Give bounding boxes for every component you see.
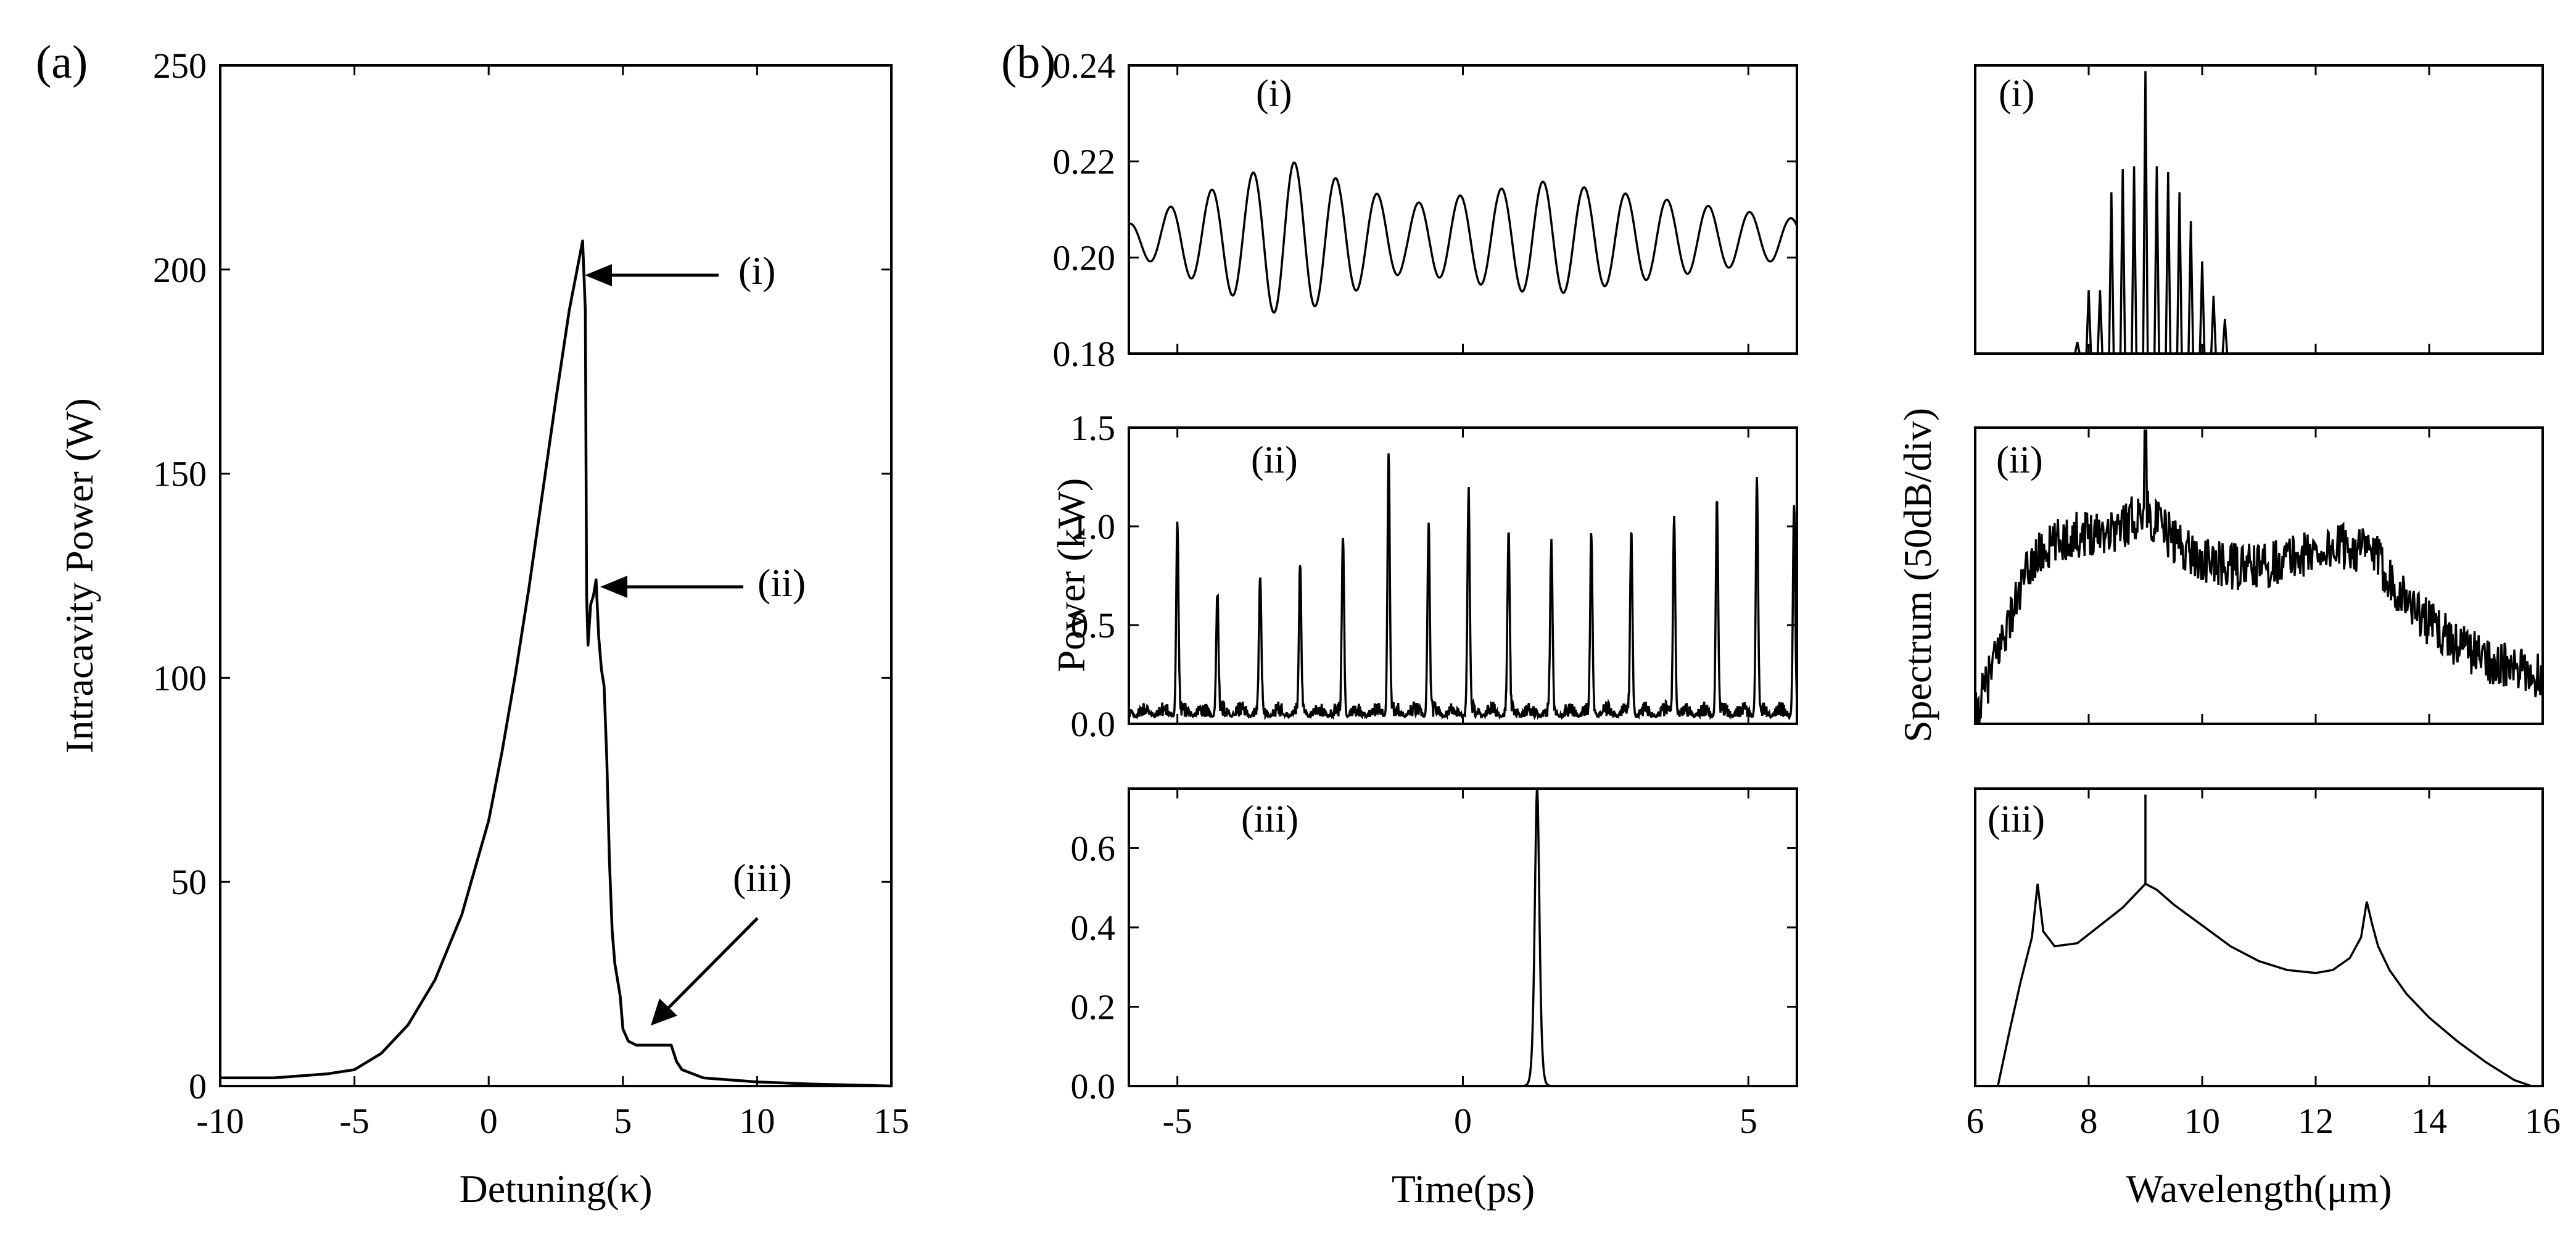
b-time-iii-frame <box>1128 787 1798 1087</box>
chart-b-time-iii: (iii) <box>1128 786 1798 1087</box>
chart-a-frame <box>219 64 893 1087</box>
b-spec-iii-xtick-label: 8 <box>2080 1101 2098 1141</box>
b-spec-iii-xtick-label: 10 <box>2184 1101 2220 1141</box>
b-time-iii-ytick-label: 0.2 <box>1071 987 1116 1027</box>
b-time-iii-line <box>1129 786 1797 1087</box>
chart-b-time-ii: (ii) <box>1128 426 1798 725</box>
chart-b-spec-ticks <box>1974 65 2544 1086</box>
b-spec-ii-frame <box>1974 426 2544 725</box>
b-time-ylabel: Power (kW) <box>1049 478 1093 673</box>
a-xtick-label: 5 <box>614 1101 632 1141</box>
a-xtick-label: 10 <box>739 1101 775 1141</box>
chart-b-spec-ii: (ii) <box>1974 426 2544 725</box>
a-ytick-label: 250 <box>153 46 207 86</box>
b-time-iii-xtick-label: -5 <box>1163 1101 1192 1141</box>
b-time-i-ytick-label: 0.24 <box>1053 46 1116 86</box>
b-time-i-line <box>1128 161 1798 314</box>
b-spec-i-label: (i) <box>1999 73 2035 115</box>
a-ytick-label: 100 <box>153 658 207 698</box>
annotation-ii: (ii) <box>758 561 806 605</box>
chart-b-time-ticks <box>1129 64 1797 1087</box>
b-time-iii-ytick-label: 0.4 <box>1071 908 1116 948</box>
b-spec-xlabel: Wavelength(μm) <box>2126 1167 2392 1211</box>
a-xtick-label: 15 <box>873 1101 909 1141</box>
b-time-ii-ytick-label: 1.0 <box>1071 507 1116 547</box>
chart-b-time-tick-labels: 0.18 0.20 0.22 0.24 0.0 0.5 1.0 1.5 -5 0 5 0.0 0.2 0.… <box>1053 46 1757 1141</box>
panel-label-a: (a) <box>36 36 88 88</box>
chart-b-spec-iii: (iii) <box>1974 787 2544 1087</box>
panel-label-b: (b) <box>1001 36 1056 88</box>
annotation-i: (i) <box>738 249 775 292</box>
arrow-ii-head <box>600 576 627 598</box>
a-ytick-label: 200 <box>153 250 207 290</box>
chart-b-spec-tick-labels: 6 8 10 12 14 16 <box>1967 1101 2561 1141</box>
chart-b-spec-i: (i) <box>1974 64 2544 355</box>
b-spec-i-frame <box>1974 64 2544 355</box>
a-xtick-label: -10 <box>196 1101 244 1141</box>
b-time-iii-xtick-label: 0 <box>1454 1101 1472 1141</box>
b-time-ii-label: (ii) <box>1251 439 1298 481</box>
b-time-iii-xtick-label: 5 <box>1740 1101 1757 1141</box>
b-spec-iii-label: (iii) <box>1988 798 2045 840</box>
annotation-iii: (iii) <box>733 856 792 900</box>
chart-a-line <box>220 239 892 1088</box>
b-time-ii-frame <box>1128 426 1798 725</box>
b-time-i-label: (i) <box>1256 73 1292 115</box>
arrow-iii <box>662 917 759 1014</box>
chart-a-annotations: (i) (ii) (iii) <box>585 249 806 1026</box>
b-spec-iii-xtick-label: 16 <box>2525 1101 2561 1141</box>
arrow-iii-head <box>651 998 677 1026</box>
b-time-iii-ytick-label: 0.6 <box>1071 828 1116 868</box>
b-spec-iii-xtick-label: 14 <box>2411 1101 2447 1141</box>
chart-a-ylabel: Intracavity Power (W) <box>57 398 101 753</box>
b-time-i-frame <box>1128 64 1798 355</box>
b-spec-iii-line <box>1997 794 2532 1087</box>
b-spec-iii-xtick-label: 12 <box>2298 1101 2334 1141</box>
a-ytick-label: 0 <box>189 1066 207 1106</box>
chart-b-time-i: (i) <box>1128 64 1798 355</box>
a-xtick-label: 0 <box>480 1101 498 1141</box>
b-time-i-ytick-label: 0.22 <box>1053 142 1116 182</box>
a-xtick-label: -5 <box>339 1101 369 1141</box>
b-time-ii-line <box>1128 453 1798 721</box>
b-spec-iii-xtick-label: 6 <box>1967 1101 1984 1141</box>
b-time-iii-ytick-label: 0.0 <box>1071 1066 1116 1106</box>
b-time-ii-ytick-label: 0.5 <box>1071 605 1116 645</box>
b-spec-iii-frame <box>1974 787 2544 1087</box>
chart-a-xlabel: Detuning(κ) <box>459 1167 652 1211</box>
b-time-iii-label: (iii) <box>1241 798 1298 840</box>
b-time-ii-ytick-label: 0.0 <box>1071 704 1116 744</box>
b-time-i-ytick-label: 0.18 <box>1053 334 1116 374</box>
b-spec-ii-label: (ii) <box>1996 439 2043 481</box>
b-spec-ii-line <box>1974 429 2544 724</box>
b-time-xlabel: Time(ps) <box>1392 1167 1535 1211</box>
b-time-ii-ytick-label: 1.5 <box>1071 408 1116 448</box>
a-ytick-label: 150 <box>153 454 207 494</box>
arrow-i-head <box>585 264 612 286</box>
b-spec-ylabel: Spectrum (50dB/div) <box>1896 408 1939 742</box>
chart-a-ticks <box>219 64 893 1087</box>
b-spec-i-line <box>2074 71 2229 355</box>
a-ytick-label: 50 <box>171 862 207 902</box>
b-time-i-ytick-label: 0.20 <box>1053 238 1116 278</box>
